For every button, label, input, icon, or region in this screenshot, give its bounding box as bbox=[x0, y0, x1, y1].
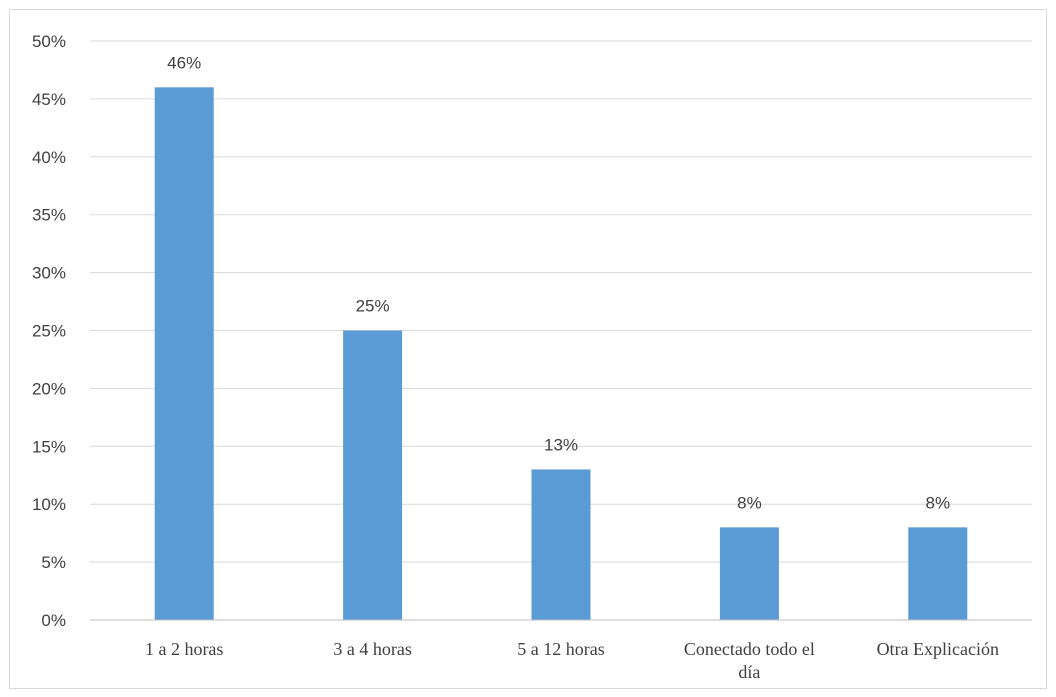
bars bbox=[154, 87, 968, 620]
y-tick-label: 50% bbox=[32, 32, 66, 51]
bar bbox=[719, 527, 779, 620]
x-tick-label: 3 a 4 horas bbox=[333, 639, 411, 659]
y-tick-label: 15% bbox=[32, 437, 66, 456]
x-tick-label: día bbox=[738, 662, 760, 682]
y-tick-label: 10% bbox=[32, 495, 66, 514]
gridlines bbox=[90, 40, 1032, 563]
labels: 0% 5% 10% 15% 20% 25% 30% 35% 40% 45% 50% 46% 1 a 2 … bbox=[32, 32, 999, 682]
x-tick-label: 1 a 2 horas bbox=[145, 639, 223, 659]
data-label: 13% bbox=[544, 435, 578, 454]
y-tick-label: 45% bbox=[32, 90, 66, 109]
y-tick-label: 20% bbox=[32, 379, 66, 398]
y-tick-label: 30% bbox=[32, 264, 66, 283]
bar bbox=[154, 87, 214, 620]
bar bbox=[343, 330, 403, 620]
x-tick-label: 5 a 12 horas bbox=[517, 639, 604, 659]
data-label: 25% bbox=[356, 297, 390, 316]
y-tick-label: 35% bbox=[32, 206, 66, 225]
data-label: 8% bbox=[737, 493, 762, 512]
x-tick-label: Conectado todo el bbox=[684, 639, 815, 659]
bar bbox=[531, 469, 591, 620]
y-tick-label: 25% bbox=[32, 322, 66, 341]
y-tick-label: 40% bbox=[32, 148, 66, 167]
data-label: 46% bbox=[167, 53, 201, 72]
x-tick-label: Otra Explicación bbox=[877, 639, 999, 659]
y-tick-label: 0% bbox=[41, 611, 66, 630]
data-label: 8% bbox=[926, 493, 951, 512]
bar bbox=[908, 527, 968, 620]
y-tick-label: 5% bbox=[41, 553, 66, 572]
